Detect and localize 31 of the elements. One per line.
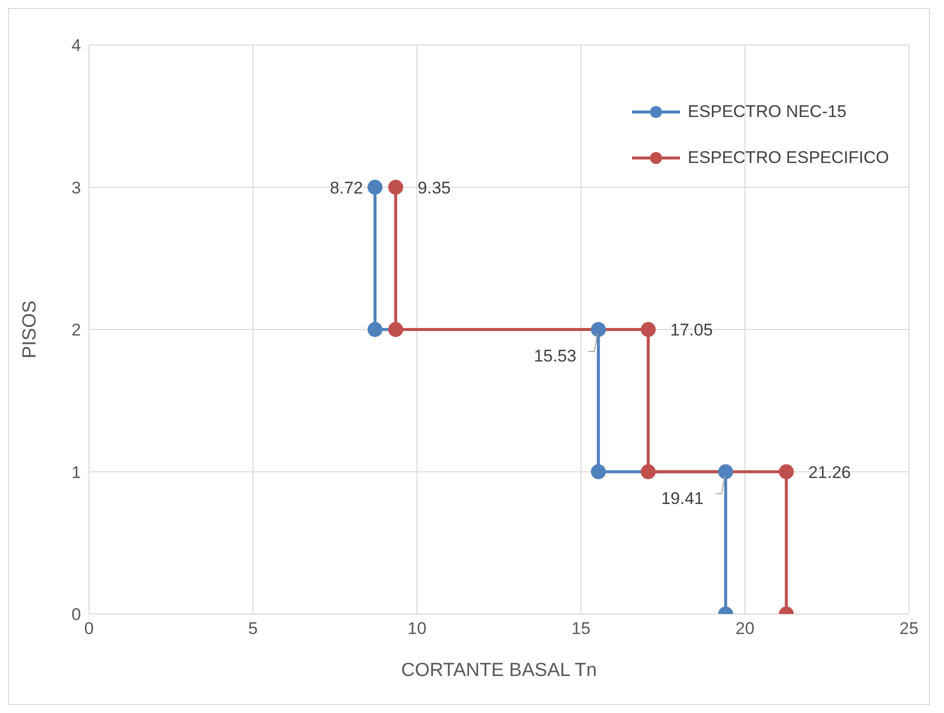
x-tick-label: 25 <box>900 619 918 638</box>
annotation: 21.26 <box>808 462 851 482</box>
annotation: 19.41 <box>661 488 704 508</box>
annotation: 9.35 <box>418 178 451 198</box>
y-tick-label: 2 <box>72 320 81 340</box>
point <box>590 322 606 337</box>
annotation: 8.72 <box>330 178 364 198</box>
x-tick-label: 5 <box>248 619 258 638</box>
y-tick-label: 3 <box>72 178 81 198</box>
point <box>368 322 383 337</box>
annotation: 15.53 <box>534 346 576 366</box>
point <box>718 464 734 480</box>
point <box>590 464 606 480</box>
y-axis-title: PISOS <box>20 300 41 359</box>
point <box>640 464 656 480</box>
x-tick-label: 20 <box>736 619 754 638</box>
y-tick-label: 4 <box>72 36 81 56</box>
y-tick-label: 0 <box>72 605 81 624</box>
point <box>368 180 383 195</box>
point <box>388 180 404 195</box>
y-tick-label: 1 <box>72 462 81 482</box>
x-axis-title: CORTANTE BASAL Tn <box>401 660 597 681</box>
annotation: 17.05 <box>670 320 713 340</box>
x-tick-label: 10 <box>408 619 426 638</box>
x-tick-label: 15 <box>572 619 590 638</box>
point <box>640 322 656 337</box>
legend-label: ESPECTRO NEC-15 <box>688 101 846 123</box>
point <box>388 322 404 337</box>
x-tick-label: 0 <box>84 619 94 638</box>
point <box>778 464 794 480</box>
legend-label: ESPECTRO ESPECIFICO <box>688 147 889 169</box>
